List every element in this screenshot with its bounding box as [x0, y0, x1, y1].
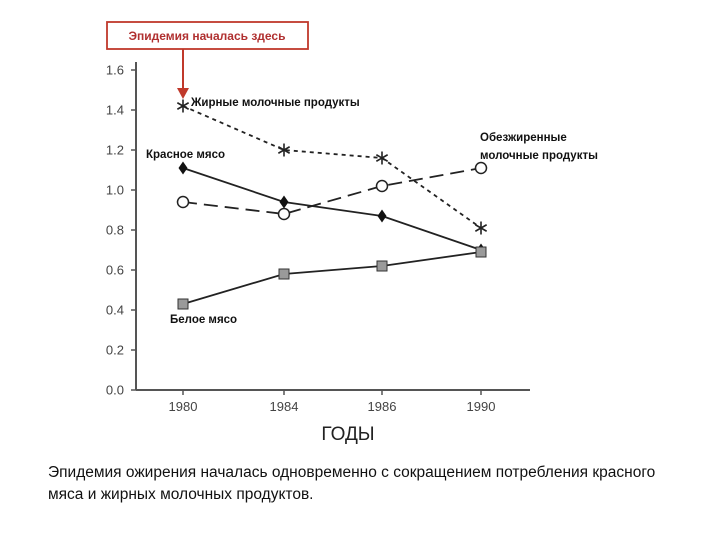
x-ticks: 1980 1984 1986 1990 [169, 390, 496, 414]
y-tick-label: 1.6 [106, 63, 124, 78]
square-marker [475, 246, 487, 258]
y-ticks: 0.0 0.2 0.4 0.6 0.8 1.0 1.2 1.4 1.6 [106, 63, 136, 398]
y-tick-label: 0.8 [106, 223, 124, 238]
asterisk-stroke [375, 154, 389, 162]
square-marker [376, 260, 388, 272]
x-axis-title: ГОДЫ [321, 424, 374, 445]
series-line-white-meat [182, 251, 482, 305]
y-tick-label: 1.4 [106, 103, 124, 118]
asterisk-stroke [277, 146, 291, 154]
diamond-marker [279, 195, 289, 209]
asterisk-marker [474, 221, 488, 235]
diamond-marker [377, 209, 387, 223]
diamond-marker [178, 161, 188, 175]
series-markers [176, 99, 488, 310]
asterisk-marker [277, 143, 291, 157]
circle-marker [474, 161, 488, 175]
series-line-skim-dairy [182, 167, 482, 215]
circle-marker [375, 179, 389, 193]
x-tick-label: 1984 [270, 399, 299, 414]
series-label-white-meat: Белое мясо [170, 314, 237, 326]
square-marker [278, 268, 290, 280]
x-tick-label: 1986 [368, 399, 397, 414]
y-tick-label: 1.2 [106, 143, 124, 158]
chart-axes [135, 62, 530, 391]
annotation-box [106, 21, 309, 50]
asterisk-stroke [474, 224, 488, 232]
series-label-red-meat: Красное мясо [146, 149, 225, 161]
y-tick-label: 0.2 [106, 343, 124, 358]
series-label-skim-dairy-line2: молочные продукты [480, 150, 598, 162]
asterisk-marker [176, 99, 190, 113]
annotation-text: Эпидемия началась здесь [129, 29, 286, 43]
y-tick-label: 1.0 [106, 183, 124, 198]
asterisk-stroke [176, 102, 190, 110]
annotation-arrow-head [177, 88, 189, 99]
asterisk-marker [375, 151, 389, 165]
square-marker [177, 298, 189, 310]
x-tick-label: 1990 [467, 399, 496, 414]
series-label-fat-dairy: Жирные молочные продукты [190, 97, 360, 109]
chart: 0.0 0.2 0.4 0.6 0.8 1.0 1.2 1.4 1.6 1980 1984 1986… [106, 21, 598, 445]
circle-marker [277, 207, 291, 221]
y-tick-label: 0.4 [106, 303, 124, 318]
circle-marker [176, 195, 190, 209]
annotation-callout: Эпидемия началась здесь [106, 21, 309, 99]
series-lines [182, 105, 482, 305]
series-line-red-meat [182, 167, 482, 251]
figure-caption: Эпидемия ожирения началась одновременно … [48, 464, 656, 503]
x-tick-label: 1980 [169, 399, 198, 414]
y-tick-label: 0.6 [106, 263, 124, 278]
y-tick-label: 0.0 [106, 383, 124, 398]
series-label-skim-dairy-line1: Обезжиренные [480, 132, 567, 144]
